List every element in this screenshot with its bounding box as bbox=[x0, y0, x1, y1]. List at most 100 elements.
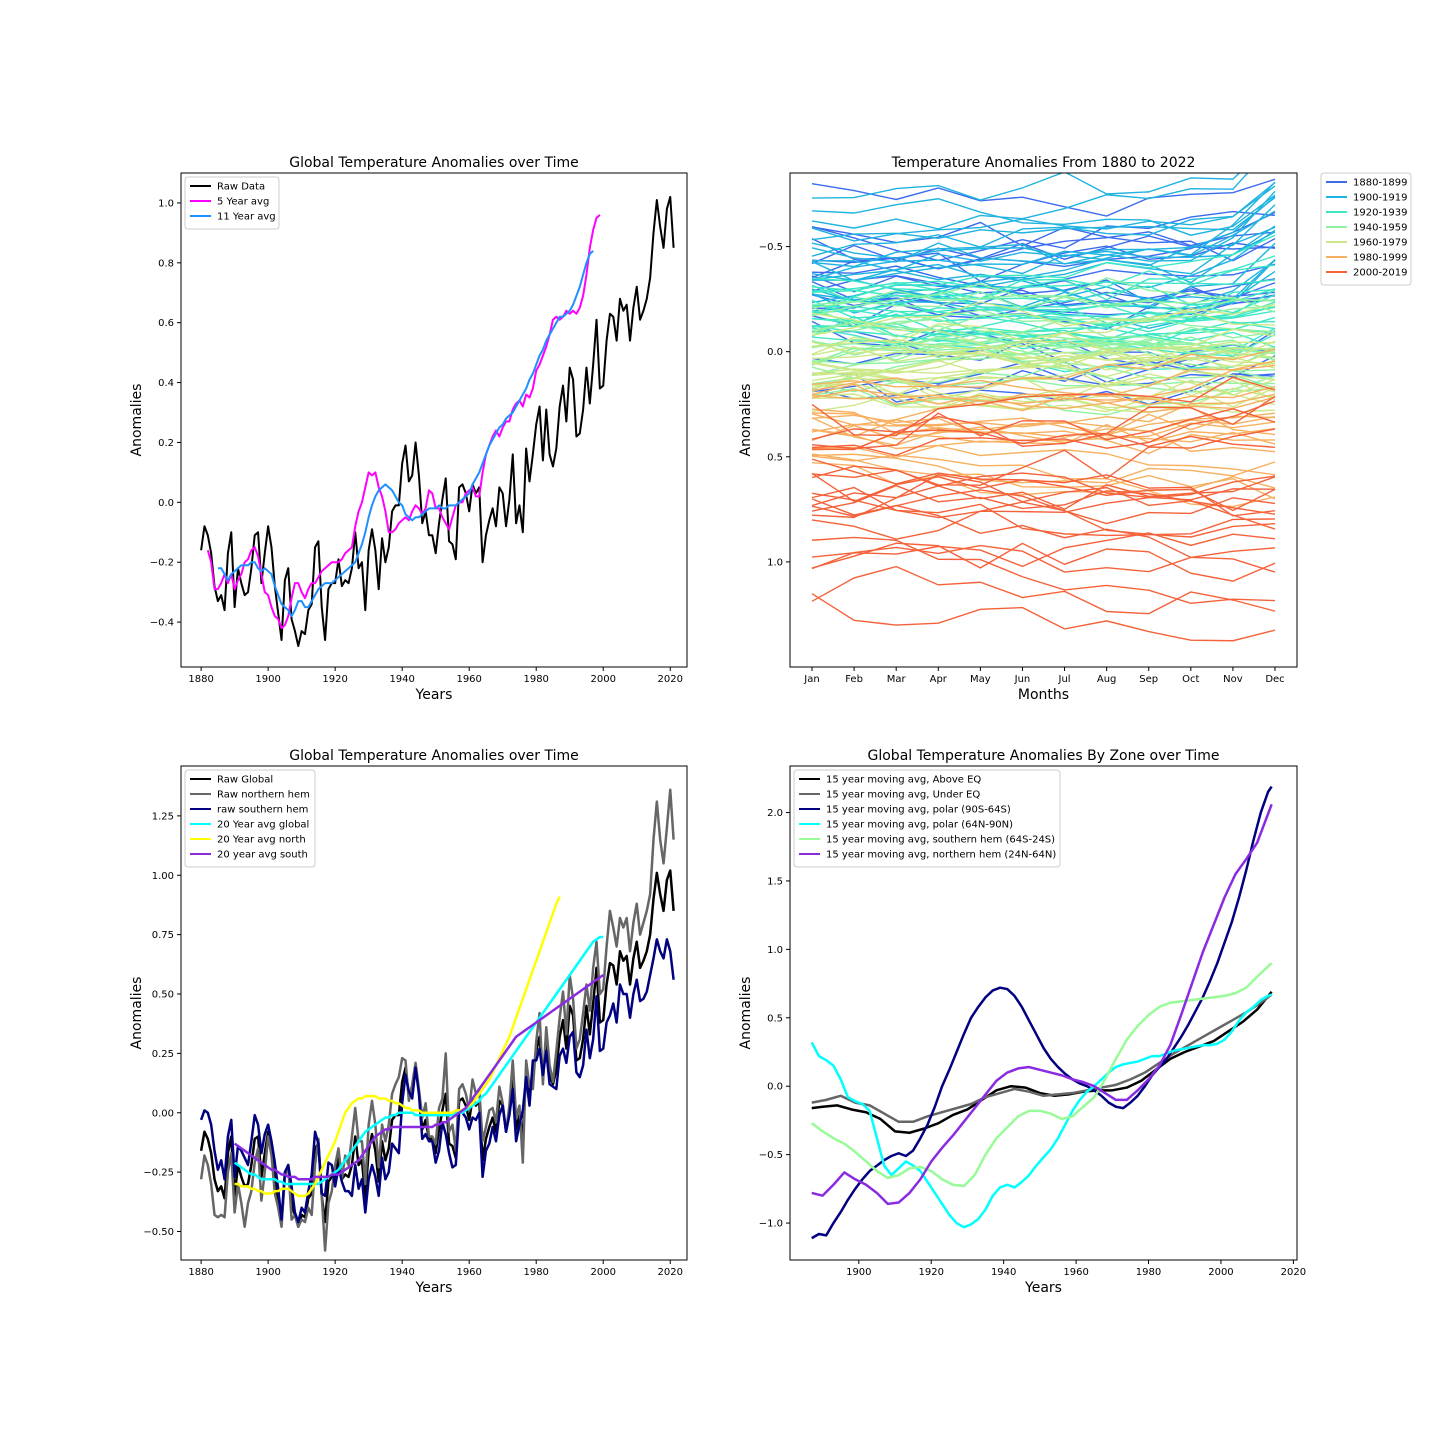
x-tick-label: Aug bbox=[1097, 674, 1117, 685]
legend-label: 15 year moving avg, polar (64N-90N) bbox=[826, 820, 1013, 831]
month-line-2000-2019-13 bbox=[811, 532, 1276, 568]
series-line-4 bbox=[233, 935, 604, 1186]
y-tick-label: −0.50 bbox=[143, 1227, 174, 1238]
x-tick-label: 1980 bbox=[1136, 1267, 1161, 1278]
y-tick-label: 1.0 bbox=[767, 945, 783, 956]
x-tick-label: 2020 bbox=[1281, 1267, 1306, 1278]
month-line-2000-2019-15 bbox=[811, 544, 1276, 573]
x-tick-label: 2000 bbox=[590, 1267, 615, 1278]
month-line-1900-1919-8 bbox=[811, 204, 1276, 281]
legend-label: 1940-1959 bbox=[1353, 223, 1408, 234]
legend-label: 20 Year avg global bbox=[217, 820, 309, 831]
x-tick-label: 1920 bbox=[919, 1267, 944, 1278]
legend-label: 15 year moving avg, polar (90S-64S) bbox=[826, 805, 1011, 816]
series-group bbox=[199, 788, 675, 1252]
legend-label: 11 Year avg bbox=[217, 212, 276, 223]
y-tick-label: 1.5 bbox=[767, 876, 783, 887]
y-tick-label: 1.0 bbox=[767, 557, 783, 568]
y-tick-label: 0.50 bbox=[152, 990, 174, 1001]
month-line-2000-2019-18 bbox=[811, 465, 1276, 501]
x-tick-label: Apr bbox=[930, 674, 948, 685]
month-line-2000-2019-20 bbox=[811, 484, 1276, 515]
month-line-1960-1979-14 bbox=[811, 310, 1276, 355]
month-line-1900-1919-16 bbox=[811, 196, 1276, 259]
x-tick-label: 1940 bbox=[389, 1267, 414, 1278]
legend-box bbox=[793, 769, 1061, 868]
month-line-1980-1999-11 bbox=[811, 413, 1276, 436]
legend-label: Raw Data bbox=[217, 182, 265, 193]
month-line-1960-1979-15 bbox=[811, 350, 1276, 389]
x-tick-label: 1980 bbox=[523, 1267, 548, 1278]
series-line-3 bbox=[217, 250, 594, 618]
month-line-2000-2019-22 bbox=[811, 400, 1276, 457]
y-axis-label: Anomalies bbox=[129, 977, 145, 1050]
y-tick-label: 0.00 bbox=[152, 1108, 174, 1119]
x-tick-label: 1900 bbox=[255, 674, 280, 685]
x-tick-label: Dec bbox=[1265, 674, 1284, 685]
y-tick-label: 0.5 bbox=[767, 1013, 783, 1024]
month-line-1880-1899-18 bbox=[811, 231, 1276, 270]
legend: 15 year moving avg, Above EQ 15 year movi… bbox=[793, 769, 1061, 868]
chart-title: Global Temperature Anomalies over Time bbox=[289, 155, 579, 171]
month-line-1960-1979-5 bbox=[811, 332, 1276, 363]
month-line-2000-2019-17 bbox=[811, 593, 1276, 642]
chart-title: Global Temperature Anomalies over Time bbox=[289, 748, 579, 764]
y-axis-label: Anomalies bbox=[738, 977, 754, 1050]
month-line-1980-1999-20 bbox=[811, 408, 1276, 453]
x-tick-label: 1960 bbox=[456, 674, 481, 685]
month-line-1900-1919-2 bbox=[811, 194, 1276, 236]
legend-label: 5 Year avg bbox=[217, 197, 269, 208]
series-line-3 bbox=[811, 785, 1273, 1240]
series-line-5 bbox=[810, 962, 1273, 1188]
x-tick-label: Nov bbox=[1223, 674, 1243, 685]
y-axis-label: Anomalies bbox=[129, 384, 145, 457]
legend-label: 20 Year avg north bbox=[217, 835, 306, 846]
x-tick-label: 1940 bbox=[991, 1267, 1016, 1278]
month-line-1960-1979-17 bbox=[811, 349, 1276, 374]
legend-label: 15 year moving avg, southern hem (64S-24… bbox=[826, 835, 1055, 846]
month-line-1940-1959-19 bbox=[811, 345, 1276, 381]
y-tick-label: −0.2 bbox=[150, 558, 174, 569]
chart-panel-3: Raw Global Raw northern hem raw southern h… bbox=[177, 765, 688, 1264]
y-tick-label: 1.00 bbox=[152, 871, 174, 882]
month-line-2000-2019-16 bbox=[811, 565, 1276, 615]
y-tick-label: −0.4 bbox=[150, 618, 174, 629]
y-tick-label: 0.5 bbox=[767, 452, 783, 463]
month-line-1960-1979-2 bbox=[811, 301, 1276, 336]
legend-label: Raw Global bbox=[217, 775, 273, 786]
y-tick-label: 0.0 bbox=[767, 347, 783, 358]
month-line-1940-1959-7 bbox=[811, 338, 1276, 379]
month-line-2000-2019-19 bbox=[811, 472, 1276, 512]
month-line-2000-2019-12 bbox=[811, 536, 1276, 604]
month-line-1980-1999-10 bbox=[811, 396, 1276, 426]
month-line-2000-2019-6 bbox=[811, 428, 1276, 486]
month-line-1920-1939-3 bbox=[811, 284, 1276, 319]
legend-label: raw southern hem bbox=[217, 805, 308, 816]
legend-box bbox=[184, 769, 316, 868]
x-axis-label: Years bbox=[415, 1280, 453, 1296]
month-line-1980-1999-17 bbox=[811, 419, 1276, 445]
x-tick-label: 2000 bbox=[1208, 1267, 1233, 1278]
month-line-2000-2019-2 bbox=[811, 408, 1276, 450]
x-tick-label: 2020 bbox=[658, 674, 683, 685]
series-line-5 bbox=[234, 896, 561, 1198]
x-tick-label: 1880 bbox=[188, 674, 213, 685]
month-line-1940-1959-18 bbox=[811, 344, 1276, 389]
chart-panel-1: Raw Data 5 Year avg 11 Year avg bbox=[177, 172, 688, 671]
month-line-2000-2019-14 bbox=[811, 542, 1276, 582]
month-line-1880-1899-6 bbox=[811, 275, 1276, 304]
y-tick-label: 1.0 bbox=[158, 198, 174, 209]
month-line-1920-1939-9 bbox=[811, 285, 1276, 314]
month-line-1880-1899-16 bbox=[811, 210, 1276, 262]
x-tick-label: 1900 bbox=[846, 1267, 871, 1278]
y-axis-label: Anomalies bbox=[738, 384, 754, 457]
month-line-1980-1999-16 bbox=[811, 360, 1276, 398]
legend-label: 2000-2019 bbox=[1353, 268, 1408, 279]
legend-label: 20 year avg south bbox=[217, 850, 308, 861]
series-group bbox=[811, 173, 1276, 642]
y-tick-label: −1.0 bbox=[759, 1219, 783, 1230]
month-line-1940-1959-2 bbox=[811, 290, 1276, 313]
month-line-1900-1919-6 bbox=[811, 185, 1276, 257]
y-tick-label: −0.25 bbox=[143, 1168, 174, 1179]
month-line-1980-1999-5 bbox=[811, 416, 1276, 455]
